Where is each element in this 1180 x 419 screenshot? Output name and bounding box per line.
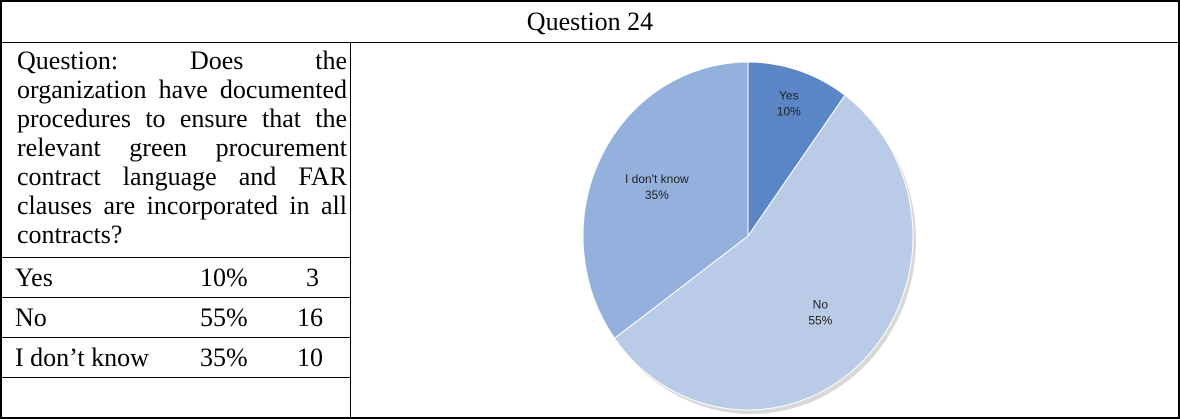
- response-percent-dont-know: 35%: [200, 343, 248, 372]
- pie-label-2: I don't know: [625, 172, 689, 186]
- pie-value-label-0: 10%: [777, 105, 801, 119]
- response-percent-no: 55%: [200, 303, 248, 332]
- border-top: [0, 0, 1180, 2]
- response-percent-yes: 10%: [200, 263, 248, 292]
- pie-label-0: Yes: [779, 89, 799, 103]
- response-label-dont-know: I don’t know: [15, 343, 149, 372]
- column-divider: [350, 42, 351, 419]
- question-title: Question 24: [526, 7, 654, 36]
- pie-slice-2: [582, 61, 749, 339]
- row-divider-1: [0, 257, 351, 258]
- response-label-yes: Yes: [15, 263, 53, 292]
- chart-area: Yes 10% No 55% I don't know 35%: [352, 43, 1178, 417]
- row-divider-2: [0, 297, 351, 298]
- row-divider-4: [0, 377, 351, 378]
- border-left: [0, 0, 2, 419]
- question-text: Question: Does the organization have doc…: [17, 46, 347, 249]
- response-label-no: No: [15, 303, 47, 332]
- pie-label-1: No: [813, 297, 829, 311]
- pie-value-label-2: 35%: [645, 188, 669, 202]
- pie-chart: Yes 10% No 55% I don't know 35%: [582, 61, 916, 414]
- border-bottom: [0, 417, 1180, 419]
- response-count-no: 16: [297, 303, 323, 332]
- response-count-dont-know: 10: [297, 343, 323, 372]
- response-count-yes: 3: [306, 263, 319, 292]
- title-divider: [0, 42, 1180, 43]
- pie-value-label-1: 55%: [808, 313, 832, 327]
- border-right: [1178, 0, 1180, 419]
- row-divider-3: [0, 337, 351, 338]
- pie-slice-0: [747, 61, 846, 238]
- pie-slice-1: [613, 94, 914, 411]
